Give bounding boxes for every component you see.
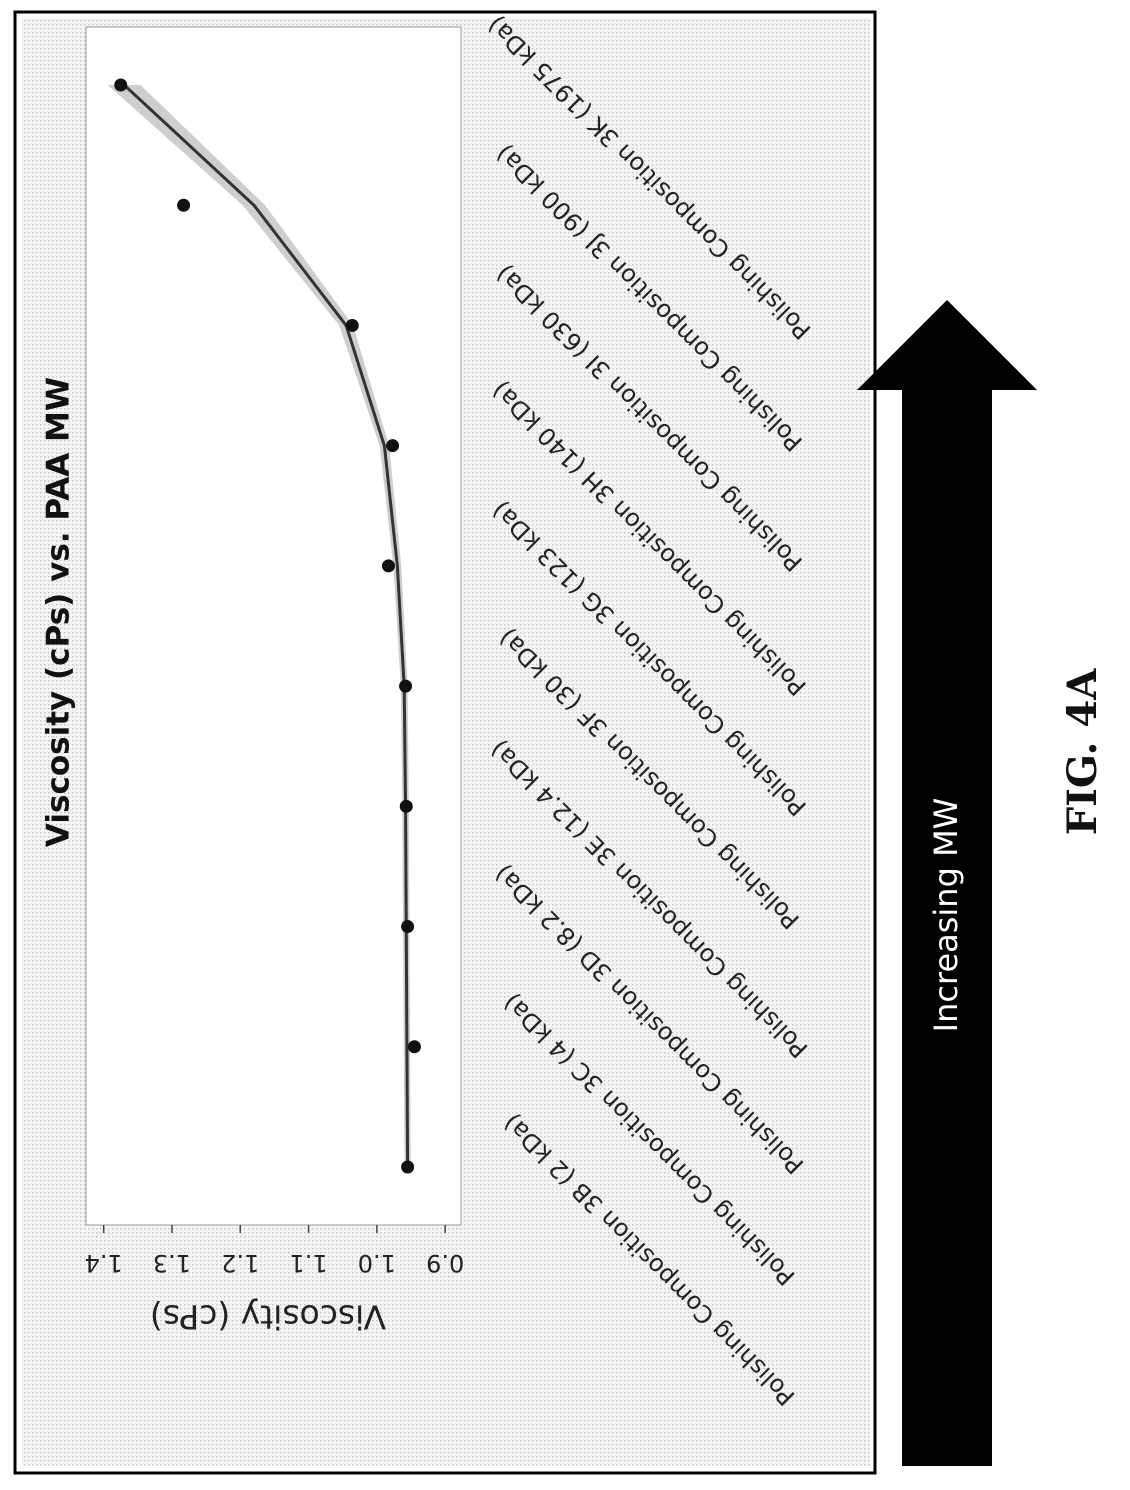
- y-axis-label: Viscosity (cPs): [150, 1298, 386, 1337]
- data-point: [177, 199, 190, 212]
- y-tick-label: 1.4: [85, 1249, 123, 1277]
- data-point: [401, 1161, 414, 1174]
- data-point: [401, 920, 414, 933]
- data-point: [114, 79, 127, 92]
- data-point: [399, 680, 412, 693]
- arrow-head: [857, 300, 1037, 390]
- data-point: [400, 800, 413, 813]
- y-tick-label: 1.1: [289, 1249, 327, 1277]
- y-tick-label: 0.9: [426, 1249, 464, 1277]
- data-point: [408, 1040, 421, 1053]
- chart-title: Viscosity (cPs) vs. PAA MW: [41, 377, 77, 847]
- increasing-mw-arrow: Increasing MW: [857, 300, 1037, 1466]
- data-point: [386, 439, 399, 452]
- data-point: [382, 559, 395, 572]
- y-tick-label: 1.2: [221, 1249, 259, 1277]
- data-point: [346, 319, 359, 332]
- figure-label: FIG. 4A: [1059, 668, 1106, 836]
- y-tick-label: 1.3: [153, 1249, 191, 1277]
- arrow-label: Increasing MW: [927, 798, 965, 1033]
- y-tick-label: 1.0: [358, 1249, 396, 1277]
